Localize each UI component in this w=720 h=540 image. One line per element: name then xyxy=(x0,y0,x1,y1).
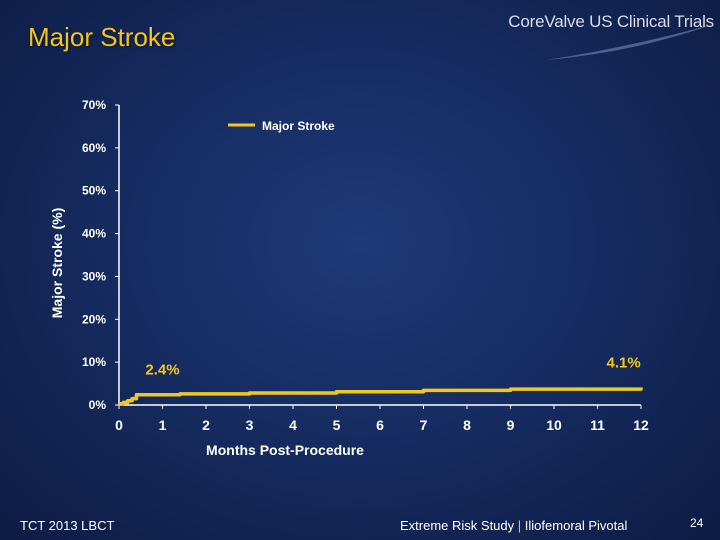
brand-logo-text: CoreValve US Clinical Trials xyxy=(508,12,714,31)
data-label: 2.4% xyxy=(145,362,179,379)
footer-study: Extreme Risk Study xyxy=(400,518,515,533)
x-tick-label: 8 xyxy=(463,417,471,433)
footer-subset: Iliofemoral Pivotal xyxy=(524,518,628,533)
y-tick-label: 30% xyxy=(82,269,106,283)
x-tick-label: 2 xyxy=(202,417,210,433)
y-axis-title: Major Stroke (%) xyxy=(49,208,65,318)
y-tick-label: 10% xyxy=(82,355,106,369)
series-line-major-stroke xyxy=(119,387,643,406)
x-tick-label: 12 xyxy=(633,417,649,433)
footer-separator: | xyxy=(517,518,522,533)
footer-conference: TCT 2013 LBCT xyxy=(20,518,115,533)
y-tick-label: 0% xyxy=(89,398,107,412)
data-label: 4.1% xyxy=(606,354,640,371)
y-tick-label: 60% xyxy=(82,141,106,155)
x-tick-label: 5 xyxy=(333,417,341,433)
y-tick-label: 20% xyxy=(82,312,106,326)
legend-label: Major Stroke xyxy=(262,119,335,133)
footer-study-label: Extreme Risk Study | Iliofemoral Pivotal xyxy=(400,518,627,533)
x-tick-label: 3 xyxy=(246,417,254,433)
x-tick-label: 4 xyxy=(289,417,297,433)
x-tick-label: 9 xyxy=(507,417,515,433)
y-tick-label: 50% xyxy=(82,184,106,198)
page-number: 24 xyxy=(690,516,704,530)
x-tick-label: 6 xyxy=(376,417,384,433)
slide-title: Major Stroke xyxy=(28,22,176,52)
y-tick-label: 40% xyxy=(82,227,106,241)
x-tick-label: 7 xyxy=(420,417,428,433)
x-tick-label: 11 xyxy=(590,417,605,433)
x-tick-label: 10 xyxy=(546,417,562,433)
x-tick-label: 0 xyxy=(115,417,123,433)
x-tick-label: 1 xyxy=(159,417,167,433)
y-tick-label: 70% xyxy=(82,98,106,112)
x-axis-title: Months Post-Procedure xyxy=(206,442,364,458)
